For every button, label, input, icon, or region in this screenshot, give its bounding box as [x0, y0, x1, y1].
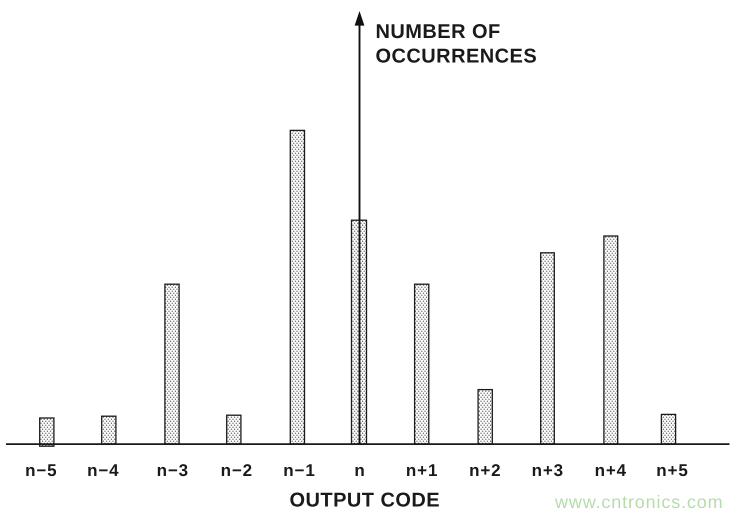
- svg-text:n+3: n+3: [532, 461, 564, 480]
- svg-text:n−1: n−1: [283, 461, 315, 480]
- svg-text:n+4: n+4: [595, 461, 627, 480]
- svg-text:n+5: n+5: [656, 461, 688, 480]
- svg-text:NUMBER OF: NUMBER OF: [376, 21, 501, 43]
- svg-text:OCCURRENCES: OCCURRENCES: [376, 46, 538, 68]
- svg-text:n+2: n+2: [469, 461, 501, 480]
- svg-text:n: n: [354, 461, 365, 480]
- svg-text:n+1: n+1: [406, 461, 438, 480]
- svg-text:n−2: n−2: [221, 461, 253, 480]
- svg-text:n−3: n−3: [157, 461, 189, 480]
- svg-text:n−4: n−4: [87, 461, 119, 480]
- svg-text:n−5: n−5: [25, 461, 57, 480]
- svg-text:www.cntronics.com: www.cntronics.com: [554, 492, 724, 512]
- svg-text:OUTPUT CODE: OUTPUT CODE: [290, 490, 441, 512]
